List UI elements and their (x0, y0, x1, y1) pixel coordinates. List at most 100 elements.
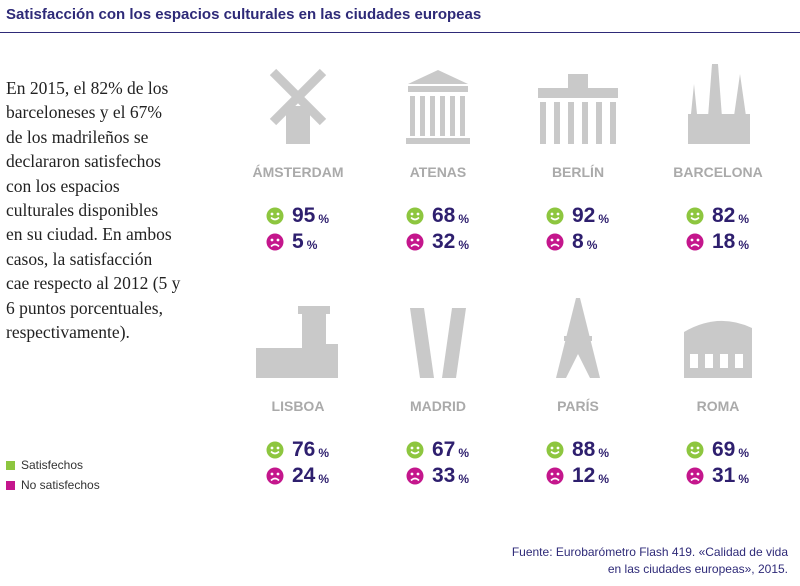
source-line: en las ciudades europeas», 2015. (607, 562, 788, 576)
smiley (686, 233, 704, 251)
city-name: LISBOA (271, 398, 325, 414)
value-row: 88% (546, 438, 609, 462)
city-icon (368, 64, 508, 155)
unit: % (458, 445, 470, 460)
source-line: Fuente: Eurobarómetro Flash 419. «Calida… (511, 545, 788, 559)
unit: % (318, 211, 330, 226)
value-row: 32% (406, 230, 469, 254)
city-icon (228, 64, 368, 155)
city: BERLÍN 92% 8% (508, 64, 648, 254)
city-name: ROMA (696, 398, 740, 414)
smiley (266, 233, 284, 251)
unit: % (458, 471, 470, 486)
unit: % (738, 211, 750, 226)
unit: % (598, 211, 610, 226)
intro-line: declararon satisfechos (6, 151, 161, 172)
value: 31 (712, 464, 736, 487)
value: 12 (572, 464, 596, 487)
intro: En 2015, el 82% de los barceloneses y el … (6, 76, 180, 344)
smiley (546, 233, 564, 251)
intro-line: en su ciudad. En ambos (6, 224, 172, 245)
city-name: ATENAS (409, 164, 467, 180)
city-icon (368, 298, 508, 389)
smiley (266, 467, 284, 485)
intro-line: barceloneses y el 67% (6, 102, 162, 123)
city: ROMA 69% 31% (648, 298, 788, 488)
value: 95 (292, 204, 316, 227)
unit: % (738, 445, 750, 460)
city: ÁMSTERDAM 95% 5% (228, 64, 368, 254)
smiley (266, 441, 284, 459)
value: 92 (572, 204, 596, 227)
value-row: 69% (686, 438, 749, 462)
value-row: 92% (546, 204, 609, 228)
value-row: 31% (686, 464, 749, 488)
city: ATENAS 68% 32% (368, 64, 508, 254)
legend-label: No satisfechos (21, 478, 100, 492)
unit: % (318, 445, 330, 460)
value-row: 12% (546, 464, 609, 488)
smiley (546, 441, 564, 459)
value-row: 68% (406, 204, 469, 228)
smiley (266, 207, 284, 225)
city-icon (508, 298, 648, 389)
city-name: MADRID (410, 398, 466, 414)
legend-item: Satisfechos (6, 458, 83, 472)
smiley (686, 467, 704, 485)
city-name: PARÍS (557, 398, 599, 414)
value: 32 (432, 230, 456, 253)
unit: % (598, 445, 610, 460)
unit: % (586, 237, 598, 252)
value-row: 82% (686, 204, 749, 228)
value-row: 24% (266, 464, 329, 488)
city-icon (228, 298, 368, 389)
city-name: ÁMSTERDAM (252, 164, 344, 180)
value-row: 76% (266, 438, 329, 462)
smiley (406, 441, 424, 459)
value: 33 (432, 464, 456, 487)
smiley (546, 207, 564, 225)
unit: % (318, 471, 330, 486)
unit: % (306, 237, 318, 252)
smiley (546, 467, 564, 485)
city-icon (648, 64, 788, 155)
city-name: BARCELONA (673, 164, 763, 180)
city-name: BERLÍN (551, 164, 605, 180)
unit: % (738, 237, 750, 252)
value: 5 (292, 230, 304, 253)
city-icon (648, 298, 788, 389)
intro-line: cae respecto al 2012 (5 y (6, 273, 181, 294)
value: 67 (432, 438, 456, 461)
unit: % (458, 211, 470, 226)
value: 69 (712, 438, 736, 461)
intro-line: con los espacios (6, 175, 120, 196)
legend-label: Satisfechos (21, 458, 84, 472)
city-icon (508, 64, 648, 155)
source: Fuente: Eurobarómetro Flash 419. «Calida… (512, 544, 788, 578)
city: BARCELONA 82% 18% (648, 64, 788, 254)
value: 68 (432, 204, 456, 227)
smiley (406, 233, 424, 251)
value-row: 95% (266, 204, 329, 228)
legend-swatch (6, 480, 15, 490)
value-row: 8% (546, 230, 597, 254)
smiley (686, 207, 704, 225)
value-row: 67% (406, 438, 469, 462)
title: Satisfacción con los espacios culturales… (6, 6, 482, 23)
value: 24 (292, 464, 316, 487)
unit: % (458, 237, 470, 252)
value: 76 (292, 438, 316, 461)
value: 18 (712, 230, 736, 253)
rule (0, 32, 800, 33)
value: 82 (712, 204, 736, 227)
legend-swatch (6, 460, 15, 470)
smiley (406, 467, 424, 485)
intro-line: En 2015, el 82% de los (6, 78, 169, 98)
city: PARÍS 88% 12% (508, 298, 648, 488)
intro-line: de los madrileños se (6, 126, 149, 147)
value-row: 33% (406, 464, 469, 488)
unit: % (598, 471, 610, 486)
value-row: 18% (686, 230, 749, 254)
city: MADRID 67% 33% (368, 298, 508, 488)
